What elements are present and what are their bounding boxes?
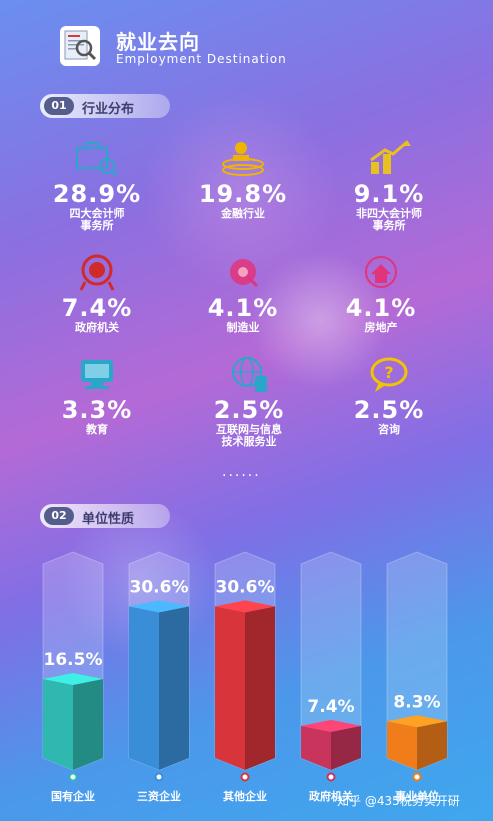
watermark-text: 知乎 @435税务实开研 [337, 794, 460, 808]
category-dot [240, 772, 250, 782]
growth-chart-icon [363, 138, 415, 178]
stat-label: 制造业 [226, 321, 260, 334]
category-label: 事业单位 [395, 789, 439, 803]
bar-value-label: 7.4% [307, 697, 354, 717]
bar-top [129, 600, 189, 613]
category-label: 国有企业 [51, 789, 95, 803]
stat-label: 金融行业 [221, 207, 265, 220]
stat-item: 7.4% 政府机关 [22, 252, 172, 334]
category-label: 其他企业 [223, 789, 267, 803]
stat-label: 政府机关 [75, 321, 119, 334]
category-dot [154, 772, 164, 782]
bar-face-right [417, 721, 447, 770]
bar-face-left [129, 606, 159, 770]
stat-item: 28.9% 四大会计师 事务所 [22, 138, 172, 232]
stat-item: 4.1% 房地产 [306, 252, 456, 334]
education-computer-icon [71, 354, 123, 394]
bar-top [301, 719, 361, 732]
stat-label: 事务所 [372, 219, 406, 232]
page-subtitle: Employment Destination [116, 52, 287, 66]
stat-value: 2.5% [213, 396, 285, 424]
government-emblem-icon [71, 252, 123, 292]
unit-type-bar-chart: 16.5% 国有企业 30.6% 三资企业 30.6% 其他企业 7.4% 政府机关 8.3% 事… [42, 551, 448, 803]
manufacturing-icon [217, 252, 269, 292]
bar-value-label: 30.6% [130, 577, 189, 597]
category-dot [68, 772, 78, 782]
stat-item: 4.1% 制造业 [168, 252, 318, 334]
stat-label: 四大会计师 [69, 207, 125, 220]
bar-face-right [73, 679, 103, 770]
stat-value: 2.5% [353, 396, 425, 424]
section-number: 02 [44, 507, 74, 525]
real-estate-icon [355, 252, 407, 292]
bar-face-right [245, 606, 275, 770]
report-magnifier-icon [60, 26, 100, 66]
bar-face-left [215, 606, 245, 770]
bar-face-right [331, 725, 361, 770]
svg-text:?: ? [384, 363, 393, 382]
stat-item: 19.8% 金融行业 [168, 138, 318, 220]
globe-network-icon [223, 354, 275, 394]
stat-value: 28.9% [52, 180, 142, 208]
stat-value: 4.1% [345, 294, 417, 322]
stat-label: 事务所 [80, 219, 114, 232]
stat-value: 4.1% [207, 294, 279, 322]
stat-item: ? 2.5% 咨询 [314, 354, 464, 436]
bar-value-label: 8.3% [393, 692, 440, 712]
stat-item: 9.1% 非四大会计师 事务所 [314, 138, 464, 232]
section-tag-industry: 01 行业分布 [40, 94, 170, 118]
stat-item: 3.3% 教育 [22, 354, 172, 436]
bar-value-label: 16.5% [44, 650, 103, 670]
bar-face-left [301, 725, 331, 770]
category-label: 三资企业 [137, 789, 181, 803]
page-header: 就业去向 Employment Destination [60, 24, 380, 74]
stat-label: 教育 [86, 423, 108, 436]
consulting-speech-icon: ? [363, 354, 415, 394]
stat-label: 房地产 [364, 321, 398, 334]
bar-face-right [159, 606, 189, 770]
section-tag-unit-type: 02 单位性质 [40, 504, 170, 528]
page-title: 就业去向 [116, 30, 200, 54]
bar-face-left [387, 721, 417, 770]
bar-value-label: 30.6% [216, 577, 275, 597]
bar-face-left [43, 679, 73, 770]
section-number: 01 [44, 97, 74, 115]
money-stack-icon [217, 138, 269, 178]
more-ellipsis: ...... [222, 464, 261, 480]
stat-value: 19.8% [198, 180, 288, 208]
bar-top [215, 600, 275, 613]
stat-label: 互联网与信息 [216, 423, 282, 436]
stat-label: 咨询 [378, 423, 400, 436]
stat-item: 2.5% 互联网与信息 技术服务业 [174, 354, 324, 448]
stat-value: 7.4% [61, 294, 133, 322]
bar-top [43, 673, 103, 686]
stat-value: 3.3% [61, 396, 133, 424]
section-label: 单位性质 [82, 512, 135, 527]
stat-label: 非四大会计师 [356, 207, 422, 220]
category-dot [326, 772, 336, 782]
bar-top [387, 715, 447, 728]
stat-label: 技术服务业 [221, 435, 277, 448]
category-dot [412, 772, 422, 782]
stat-value: 9.1% [353, 180, 425, 208]
briefcase-search-icon [71, 138, 123, 178]
category-label: 政府机关 [309, 789, 353, 803]
section-label: 行业分布 [82, 102, 135, 117]
